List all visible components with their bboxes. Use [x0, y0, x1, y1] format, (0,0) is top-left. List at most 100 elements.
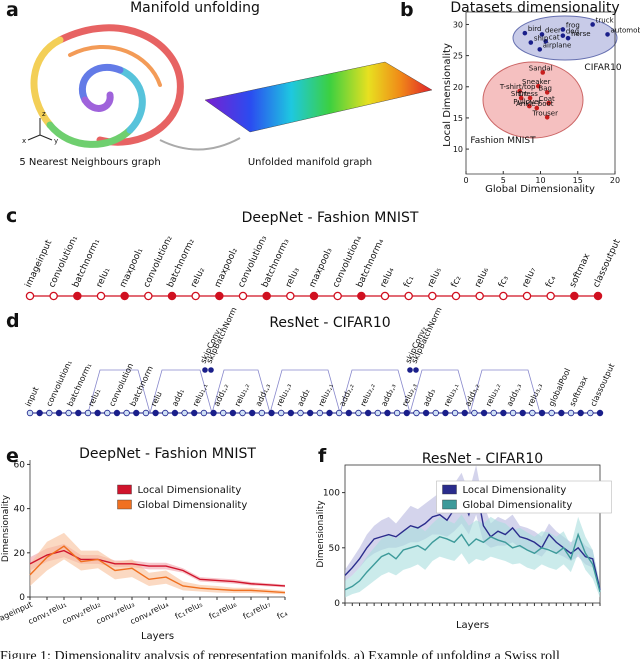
layer-node [374, 409, 381, 417]
layer-node [309, 291, 319, 301]
layer-label: softmax [568, 251, 593, 289]
swiss-roll [30, 24, 184, 148]
point [590, 22, 595, 27]
left-caption: 5 Nearest Neighbours graph [19, 157, 160, 168]
layer-label: relu [149, 390, 164, 408]
layer-node [287, 409, 295, 417]
layer-label: relu₄ [379, 266, 397, 289]
layer-node [94, 409, 101, 417]
legend-label: Global Dimensionality [463, 500, 573, 511]
legend-swatch [442, 499, 457, 510]
layer-node [548, 409, 555, 417]
point [544, 115, 550, 120]
axis-letter: z [42, 110, 46, 118]
layer-node [316, 409, 324, 417]
layer-node [123, 409, 130, 417]
x-tick-label: conv₃ [95, 609, 119, 627]
layer-node [84, 409, 92, 417]
layer-node [413, 409, 420, 417]
layer-node [220, 409, 227, 417]
layer-label: relu₂,₃ [400, 382, 418, 408]
layer-node [25, 291, 35, 301]
y-axis-label: Dimensionality [316, 500, 326, 568]
layer-label: relu₁ [86, 387, 102, 408]
point-label: ship [534, 35, 549, 43]
caption: Figure 1: Dimensionality analysis of rep… [0, 649, 560, 659]
layer-node [191, 291, 200, 301]
layer-node [546, 291, 555, 301]
layer-node [113, 409, 121, 417]
x-tick-label: 20 [610, 176, 620, 185]
x-tick-label: relu₂ [81, 600, 102, 616]
point-label: T-shirt/top [499, 83, 536, 91]
legend-swatch [442, 484, 457, 495]
x-axis-label: Layers [141, 631, 174, 642]
x-tick-label: fc₁ [174, 609, 187, 622]
y-axis-label: Local Dimensionality [442, 43, 453, 147]
layer-label: relu₃,₂ [484, 382, 502, 408]
point-label: dog [566, 28, 579, 36]
layer-node [55, 409, 63, 417]
skip-connection [87, 369, 151, 414]
panel-letter: a [6, 0, 19, 21]
skip-connection [149, 369, 213, 414]
y-tick-label: 0 [334, 599, 340, 609]
chart-title: Datasets dimensionality [450, 0, 619, 16]
layer-node [215, 291, 224, 301]
layer-node [570, 291, 579, 301]
layer-label: maxpool₃ [308, 246, 335, 289]
chart-title: ResNet - CIFAR10 [422, 451, 543, 467]
layer-node [509, 409, 517, 417]
skip-connection [339, 369, 411, 414]
layer-label: relu₆ [473, 266, 491, 289]
point-label: Dress [518, 90, 538, 98]
layer-node [500, 409, 507, 417]
point [534, 105, 540, 111]
layer-node [451, 291, 461, 301]
layer-node [75, 409, 82, 417]
layer-node [404, 291, 413, 301]
y-tick-label: 100 [323, 489, 340, 499]
y-axis-label: Dimensionality [1, 494, 11, 562]
layer-label: maxpool₂ [213, 246, 240, 289]
point-label: Shirt [511, 90, 528, 98]
panel-letter: e [6, 445, 19, 467]
panel-letter: b [400, 0, 414, 21]
layer-node [364, 409, 372, 417]
layer-node [73, 291, 82, 301]
layer-node [239, 409, 246, 417]
layer-node [152, 409, 159, 417]
point [546, 100, 551, 106]
layer-node [451, 409, 459, 417]
layer-node [268, 409, 275, 417]
layer-label: softmax [568, 375, 590, 408]
point [527, 95, 533, 101]
layer-node [277, 409, 285, 417]
resnet-title: ResNet - CIFAR10 [269, 315, 390, 331]
x-tick-label: conv₄ [129, 609, 153, 627]
point [543, 38, 549, 44]
y-tick-label: 25 [453, 52, 463, 61]
skip-node [208, 367, 214, 373]
layer-node [133, 409, 140, 417]
layer-node [577, 409, 584, 417]
point-label: bird [528, 25, 542, 33]
layer-node [96, 291, 106, 301]
layer-label: add₃,₂ [463, 382, 481, 408]
point-label: Trouser [531, 109, 558, 117]
skip-node [407, 367, 413, 373]
panel-a-title: Manifold unfolding [130, 0, 260, 16]
skip-node [202, 367, 208, 373]
skip-connection [269, 369, 341, 414]
layer-node [238, 291, 248, 301]
x-tick-label: fc₃ [242, 609, 255, 622]
layer-node [258, 409, 266, 417]
fashion-cluster [482, 61, 584, 139]
y-tick-label: 60 [14, 460, 26, 470]
panel-letter: d [6, 310, 20, 332]
x-tick-label: fc₄ [276, 609, 289, 622]
legend-label: Global Dimensionality [138, 500, 248, 511]
point [565, 35, 571, 41]
point-label: frog [566, 21, 580, 29]
layer-label: add₃,₃ [505, 382, 523, 408]
